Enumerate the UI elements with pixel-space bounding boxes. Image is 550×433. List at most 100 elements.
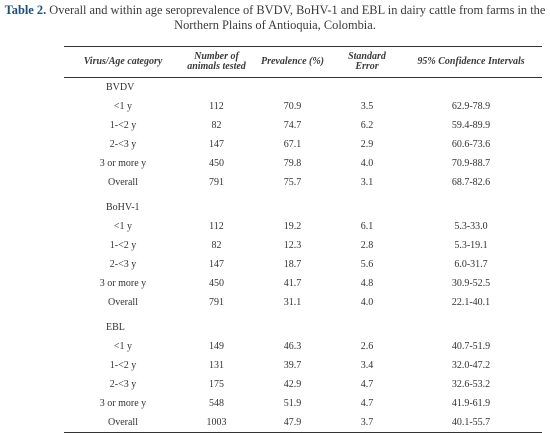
number-tested-cell: 450	[209, 278, 224, 289]
confidence-interval-cell: 62.9-78.9	[451, 101, 491, 112]
prevalence-cell: 42.9	[283, 379, 302, 390]
prevalence-cell: 19.2	[283, 221, 302, 232]
confidence-interval-cell: 6.0-31.7	[454, 259, 488, 270]
prevalence-cell: 41.7	[283, 278, 302, 289]
confidence-interval-cell: 5.3-33.0	[454, 221, 488, 232]
prevalence-cell: 39.7	[283, 360, 302, 371]
confidence-interval-cell: 70.9-88.7	[451, 158, 491, 169]
confidence-interval-cell: 68.7-82.6	[451, 177, 491, 188]
number-tested-cell: 147	[209, 259, 224, 270]
caption-text: Overall and within age seroprevalence of…	[49, 3, 546, 32]
age-category-cell: Overall	[108, 297, 138, 308]
number-tested-cell: 1003	[182, 413, 251, 433]
number-tested-cell: 175	[209, 379, 224, 390]
table-row: 2-<3 y 147 67.1 2.9 60.6-73.6	[64, 135, 542, 154]
group-row: BoHV-1	[64, 198, 542, 217]
group-label: BVDV	[106, 82, 135, 93]
caption-label: Table 2.	[4, 3, 47, 17]
standard-error-cell: 6.1	[360, 221, 374, 232]
number-tested-cell: 147	[209, 139, 224, 150]
standard-error-cell: 4.8	[360, 278, 374, 289]
page: Table 2. Overall and within age seroprev…	[4, 3, 546, 433]
confidence-interval-cell: 60.6-73.6	[451, 139, 491, 150]
confidence-interval-cell: 59.4-89.9	[451, 120, 491, 131]
age-category-cell: 3 or more y	[99, 278, 147, 289]
number-tested-cell: 112	[209, 221, 224, 232]
age-category-cell: <1 y	[113, 101, 133, 112]
group-label: EBL	[106, 322, 125, 333]
confidence-interval-cell: 40.1-55.7	[400, 413, 542, 433]
age-category-cell: <1 y	[113, 341, 133, 352]
header-confidence-intervals: 95% Confidence Intervals	[400, 46, 542, 78]
age-category-cell: 3 or more y	[99, 398, 147, 409]
prevalence-cell: 46.3	[283, 341, 302, 352]
standard-error-cell: 2.9	[360, 139, 374, 150]
group-label: BoHV-1	[106, 202, 140, 213]
confidence-interval-cell: 40.7-51.9	[451, 341, 491, 352]
table-body: BVDV <1 y 112 70.9 3.5 62.9-78.9 1-<2 y 82 74.7 6…	[64, 78, 542, 433]
seroprevalence-table: Virus/Age category Number of animals tes…	[64, 46, 542, 433]
age-category-cell: 1-<2 y	[109, 240, 137, 251]
age-category-cell: Overall	[64, 413, 182, 433]
table-row: 1-<2 y 82 74.7 6.2 59.4-89.9	[64, 116, 542, 135]
table-row: 1-<2 y 131 39.7 3.4 32.0-47.2	[64, 356, 542, 375]
group-row: BVDV	[64, 78, 542, 98]
table-row: Overall 1003 47.9 3.7 40.1-55.7	[64, 413, 542, 433]
age-category-cell: 1-<2 y	[109, 360, 137, 371]
standard-error-cell: 3.5	[360, 101, 374, 112]
table-row: <1 y 149 46.3 2.6 40.7-51.9	[64, 337, 542, 356]
confidence-interval-cell: 32.0-47.2	[451, 360, 491, 371]
standard-error-cell: 6.2	[360, 120, 374, 131]
number-tested-cell: 791	[209, 177, 224, 188]
prevalence-cell: 75.7	[283, 177, 302, 188]
prevalence-cell: 51.9	[283, 398, 302, 409]
age-category-cell: Overall	[108, 177, 138, 188]
header-row: Virus/Age category Number of animals tes…	[64, 46, 542, 78]
table-row: 1-<2 y 82 12.3 2.8 5.3-19.1	[64, 236, 542, 255]
standard-error-cell: 3.7	[334, 413, 400, 433]
age-category-cell: 3 or more y	[99, 158, 147, 169]
age-category-cell: 2-<3 y	[109, 259, 137, 270]
number-tested-cell: 450	[209, 158, 224, 169]
table-row: 3 or more y 548 51.9 4.7 41.9-61.9	[64, 394, 542, 413]
prevalence-cell: 12.3	[283, 240, 302, 251]
table-row: 2-<3 y 175 42.9 4.7 32.6-53.2	[64, 375, 542, 394]
table-row: <1 y 112 70.9 3.5 62.9-78.9	[64, 97, 542, 116]
number-tested-cell: 131	[209, 360, 224, 371]
header-standard-error: Standard Error	[334, 46, 400, 78]
prevalence-cell: 18.7	[283, 259, 302, 270]
header-prevalence: Prevalence (%)	[251, 46, 334, 78]
standard-error-cell: 3.4	[360, 360, 374, 371]
table-row: 2-<3 y 147 18.7 5.6 6.0-31.7	[64, 255, 542, 274]
table-row: <1 y 112 19.2 6.1 5.3-33.0	[64, 217, 542, 236]
standard-error-cell: 4.0	[360, 158, 374, 169]
group-row: EBL	[64, 318, 542, 337]
standard-error-cell: 4.7	[360, 398, 374, 409]
standard-error-cell: 2.6	[360, 341, 374, 352]
standard-error-cell: 2.8	[360, 240, 374, 251]
standard-error-cell: 4.0	[360, 297, 374, 308]
header-number-tested: Number of animals tested	[182, 46, 251, 78]
number-tested-cell: 112	[209, 101, 224, 112]
age-category-cell: <1 y	[113, 221, 133, 232]
table-caption: Table 2. Overall and within age seroprev…	[4, 3, 546, 33]
prevalence-cell: 79.8	[283, 158, 302, 169]
standard-error-cell: 5.6	[360, 259, 374, 270]
prevalence-cell: 67.1	[283, 139, 302, 150]
age-category-cell: 2-<3 y	[109, 139, 137, 150]
number-tested-cell: 82	[211, 120, 222, 131]
header-virus-age: Virus/Age category	[64, 46, 182, 78]
prevalence-cell: 31.1	[283, 297, 302, 308]
table-row: 3 or more y 450 41.7 4.8 30.9-52.5	[64, 274, 542, 293]
table-row: Overall 791 31.1 4.0 22.1-40.1	[64, 293, 542, 312]
confidence-interval-cell: 5.3-19.1	[454, 240, 488, 251]
standard-error-cell: 4.7	[360, 379, 374, 390]
table-row: Overall 791 75.7 3.1 68.7-82.6	[64, 173, 542, 192]
number-tested-cell: 791	[209, 297, 224, 308]
confidence-interval-cell: 22.1-40.1	[451, 297, 491, 308]
confidence-interval-cell: 32.6-53.2	[451, 379, 491, 390]
number-tested-cell: 548	[209, 398, 224, 409]
age-category-cell: 2-<3 y	[109, 379, 137, 390]
age-category-cell: 1-<2 y	[109, 120, 137, 131]
number-tested-cell: 149	[209, 341, 224, 352]
